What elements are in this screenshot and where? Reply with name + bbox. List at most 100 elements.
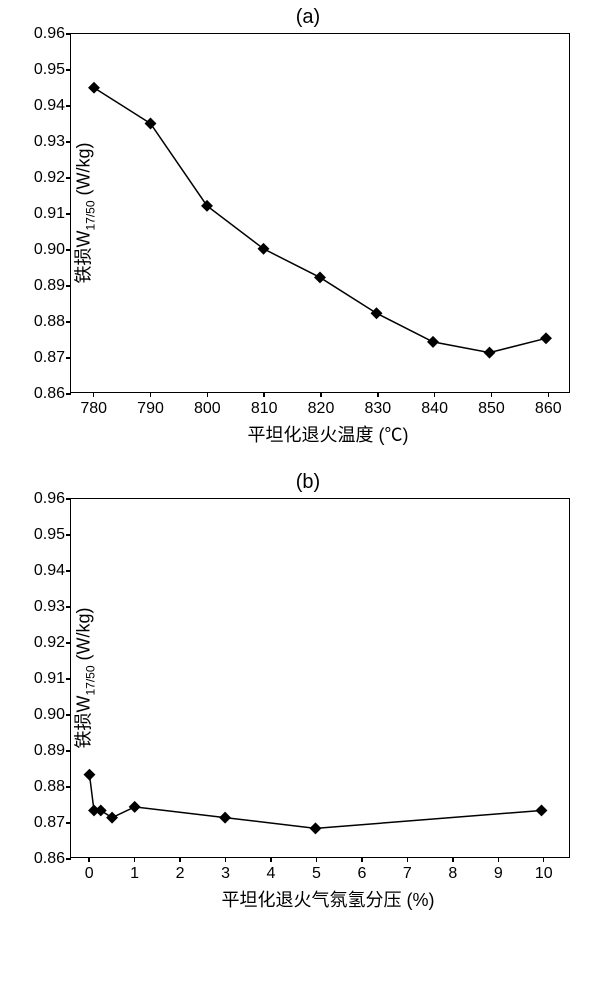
xtick-label: 10	[535, 865, 553, 883]
ytick-mark	[66, 678, 71, 680]
xtick-mark	[548, 392, 550, 397]
series-line	[94, 88, 546, 353]
ytick-label: 0.86	[34, 850, 65, 868]
data-marker	[129, 801, 141, 813]
xtick-label: 780	[80, 400, 107, 418]
ytick-label: 0.92	[34, 634, 65, 652]
ytick-mark	[66, 105, 71, 107]
ytick-label: 0.87	[34, 349, 65, 367]
data-marker	[88, 82, 100, 94]
ytick-mark	[66, 786, 71, 788]
data-marker	[84, 769, 96, 781]
plot-svg-b	[71, 499, 569, 857]
xtick-mark	[88, 857, 90, 862]
ytick-mark	[66, 750, 71, 752]
xtick-label: 820	[308, 400, 335, 418]
xtick-mark	[263, 392, 265, 397]
ytick-label: 0.94	[34, 562, 65, 580]
xtick-mark	[150, 392, 152, 397]
xtick-mark	[320, 392, 322, 397]
ytick-label: 0.90	[34, 241, 65, 259]
xtick-label: 810	[251, 400, 278, 418]
xtick-label: 8	[448, 865, 457, 883]
ytick-label: 0.88	[34, 778, 65, 796]
xtick-mark	[270, 857, 272, 862]
xtick-label: 860	[535, 400, 562, 418]
xtick-label: 2	[176, 865, 185, 883]
xtick-label: 840	[421, 400, 448, 418]
ytick-mark	[66, 714, 71, 716]
ytick-label: 0.92	[34, 169, 65, 187]
ytick-label: 0.93	[34, 133, 65, 151]
plot-svg-a	[71, 34, 569, 392]
data-marker	[314, 271, 326, 283]
xtick-label: 1	[130, 865, 139, 883]
data-marker	[219, 812, 231, 824]
ytick-mark	[66, 249, 71, 251]
ytick-mark	[66, 285, 71, 287]
xtick-label: 6	[357, 865, 366, 883]
ytick-mark	[66, 606, 71, 608]
xtick-label: 800	[194, 400, 221, 418]
data-marker	[484, 347, 496, 359]
ytick-label: 0.90	[34, 706, 65, 724]
ytick-label: 0.95	[34, 61, 65, 79]
data-marker	[371, 307, 383, 319]
ytick-mark	[66, 570, 71, 572]
ytick-label: 0.88	[34, 313, 65, 331]
series-line	[89, 775, 541, 829]
xtick-mark	[225, 857, 227, 862]
xtick-mark	[316, 857, 318, 862]
ytick-label: 0.91	[34, 205, 65, 223]
ytick-label: 0.86	[34, 385, 65, 403]
ytick-mark	[66, 69, 71, 71]
xtick-label: 5	[312, 865, 321, 883]
xtick-mark	[93, 392, 95, 397]
xtick-mark	[377, 392, 379, 397]
xlabel-a: 平坦化退火温度 (℃)	[70, 421, 586, 447]
xtick-mark	[452, 857, 454, 862]
ytick-label: 0.87	[34, 814, 65, 832]
data-marker	[540, 332, 552, 344]
panel-a-label: (a)	[0, 0, 616, 33]
data-marker	[310, 822, 322, 834]
xtick-mark	[498, 857, 500, 862]
ytick-mark	[66, 393, 71, 395]
ytick-label: 0.93	[34, 598, 65, 616]
ytick-label: 0.96	[34, 490, 65, 508]
ytick-mark	[66, 822, 71, 824]
plot-area-b: 铁损W17/50 (W/kg) 0.860.870.880.890.900.91…	[70, 498, 570, 858]
data-marker	[536, 804, 548, 816]
page: (a) 铁损W17/50 (W/kg) 0.860.870.880.890.90…	[0, 0, 616, 1000]
ytick-mark	[66, 534, 71, 536]
ytick-label: 0.94	[34, 97, 65, 115]
xtick-label: 790	[137, 400, 164, 418]
xtick-label: 3	[221, 865, 230, 883]
ytick-label: 0.96	[34, 25, 65, 43]
xtick-mark	[179, 857, 181, 862]
xtick-mark	[207, 392, 209, 397]
data-marker	[201, 200, 213, 212]
xtick-mark	[407, 857, 409, 862]
ytick-mark	[66, 642, 71, 644]
ytick-label: 0.95	[34, 526, 65, 544]
data-marker	[145, 118, 157, 130]
ytick-label: 0.89	[34, 742, 65, 760]
panel-b-label: (b)	[0, 465, 616, 498]
ytick-mark	[66, 321, 71, 323]
ytick-mark	[66, 213, 71, 215]
data-marker	[95, 804, 107, 816]
xtick-label: 4	[267, 865, 276, 883]
xtick-mark	[134, 857, 136, 862]
xtick-label: 0	[85, 865, 94, 883]
xtick-mark	[491, 392, 493, 397]
plot-area-a: 铁损W17/50 (W/kg) 0.860.870.880.890.900.91…	[70, 33, 570, 393]
xtick-mark	[361, 857, 363, 862]
chart-b: 铁损W17/50 (W/kg) 0.860.870.880.890.900.91…	[70, 498, 586, 912]
ytick-mark	[66, 141, 71, 143]
xtick-mark	[543, 857, 545, 862]
ytick-label: 0.91	[34, 670, 65, 688]
ytick-mark	[66, 858, 71, 860]
ytick-mark	[66, 498, 71, 500]
data-marker	[427, 336, 439, 348]
